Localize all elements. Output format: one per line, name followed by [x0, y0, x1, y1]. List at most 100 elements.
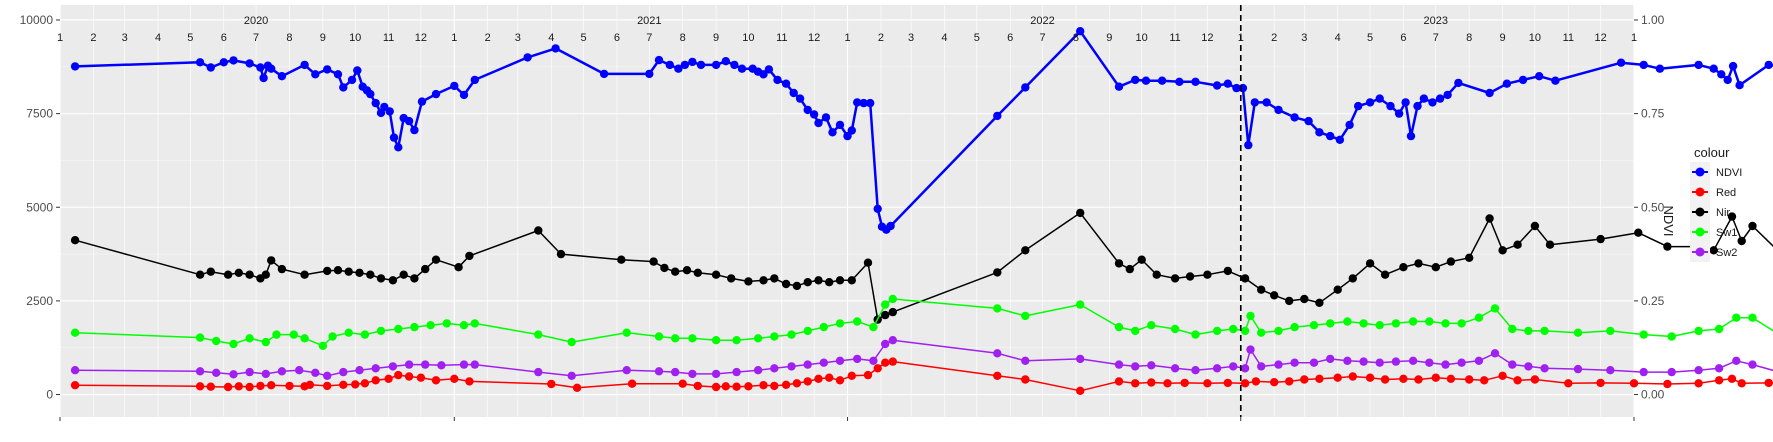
data-point — [1147, 378, 1156, 387]
data-point — [344, 328, 353, 337]
y-tick-label: 5000 — [26, 200, 53, 214]
data-point — [1114, 360, 1124, 369]
data-point — [1386, 101, 1395, 111]
data-point — [1309, 358, 1319, 367]
data-point — [360, 379, 370, 388]
data-point — [1152, 270, 1161, 279]
data-point — [360, 330, 370, 339]
legend-key-point — [1695, 207, 1705, 217]
data-point — [399, 270, 408, 279]
y-tick-label: 10000 — [20, 13, 54, 27]
data-point — [1709, 246, 1718, 255]
data-point — [267, 64, 276, 73]
data-point — [654, 55, 664, 65]
data-point — [1191, 330, 1200, 339]
data-point — [825, 278, 834, 287]
data-point — [835, 276, 845, 285]
data-point — [693, 381, 702, 391]
data-point — [245, 367, 254, 377]
data-point — [450, 374, 459, 383]
data-point — [993, 304, 1002, 313]
data-point — [1513, 376, 1522, 385]
data-point — [1723, 75, 1732, 85]
data-point — [803, 105, 812, 115]
data-point — [410, 125, 419, 135]
data-point — [1425, 358, 1434, 367]
data-point — [828, 128, 837, 137]
data-point — [1191, 77, 1200, 87]
data-point — [1131, 362, 1140, 371]
data-point — [753, 334, 763, 343]
data-point — [1639, 60, 1648, 70]
data-point — [567, 371, 576, 380]
data-point — [711, 336, 721, 345]
month-label: 6 — [1007, 32, 1013, 44]
data-point — [1474, 356, 1484, 365]
series-line — [74, 212, 1773, 321]
data-point — [1441, 319, 1450, 328]
data-point — [711, 60, 721, 70]
data-point — [1229, 324, 1238, 334]
series-red — [70, 357, 1773, 395]
data-point — [410, 274, 419, 283]
data-point — [1262, 98, 1271, 107]
data-point — [825, 373, 834, 382]
data-point — [787, 330, 796, 339]
data-point — [289, 330, 298, 339]
data-point — [770, 381, 779, 391]
data-point — [339, 380, 348, 389]
data-point — [1446, 257, 1456, 266]
data-point — [847, 276, 856, 285]
data-point — [1270, 378, 1279, 387]
data-point — [993, 268, 1002, 277]
data-point — [300, 334, 309, 343]
data-point — [534, 367, 543, 377]
month-label: 10 — [1529, 32, 1541, 44]
data-point — [371, 98, 380, 108]
data-point — [853, 317, 862, 326]
data-point — [1343, 356, 1352, 365]
data-point — [1315, 374, 1324, 383]
legend-label: Sw2 — [1716, 247, 1737, 259]
data-point — [665, 60, 674, 70]
year-label: 2021 — [637, 15, 661, 27]
y-tick-label: 2500 — [26, 294, 53, 308]
legend-item-red: Red — [1690, 182, 1736, 202]
data-point — [195, 333, 205, 342]
data-point — [1465, 253, 1474, 262]
data-point — [1443, 90, 1452, 100]
data-point — [1270, 291, 1279, 300]
data-point — [649, 257, 658, 266]
data-point — [259, 73, 268, 83]
data-point — [388, 276, 398, 285]
data-point — [1191, 366, 1200, 375]
data-point — [721, 57, 730, 66]
data-point — [1573, 364, 1583, 374]
data-point — [404, 360, 414, 369]
data-point — [835, 120, 845, 130]
data-point — [1274, 360, 1283, 369]
data-point — [1435, 94, 1445, 103]
data-point — [730, 60, 739, 70]
data-point — [1454, 78, 1463, 88]
month-label: 9 — [713, 32, 719, 44]
data-point — [873, 204, 882, 213]
series-ndvi — [70, 27, 1773, 234]
data-point — [1335, 135, 1345, 144]
data-point — [671, 367, 680, 377]
data-point — [881, 339, 890, 349]
data-point — [1333, 285, 1342, 294]
data-point — [212, 368, 221, 377]
data-point — [1748, 313, 1757, 322]
data-point — [770, 364, 779, 373]
data-point — [819, 322, 828, 332]
data-point — [206, 382, 215, 391]
data-point — [421, 360, 430, 369]
data-point — [1694, 60, 1703, 70]
grid-lines — [59, 5, 1635, 417]
data-point — [1714, 376, 1724, 385]
data-point — [1170, 364, 1180, 373]
data-point — [417, 97, 427, 106]
data-point — [1274, 326, 1283, 336]
